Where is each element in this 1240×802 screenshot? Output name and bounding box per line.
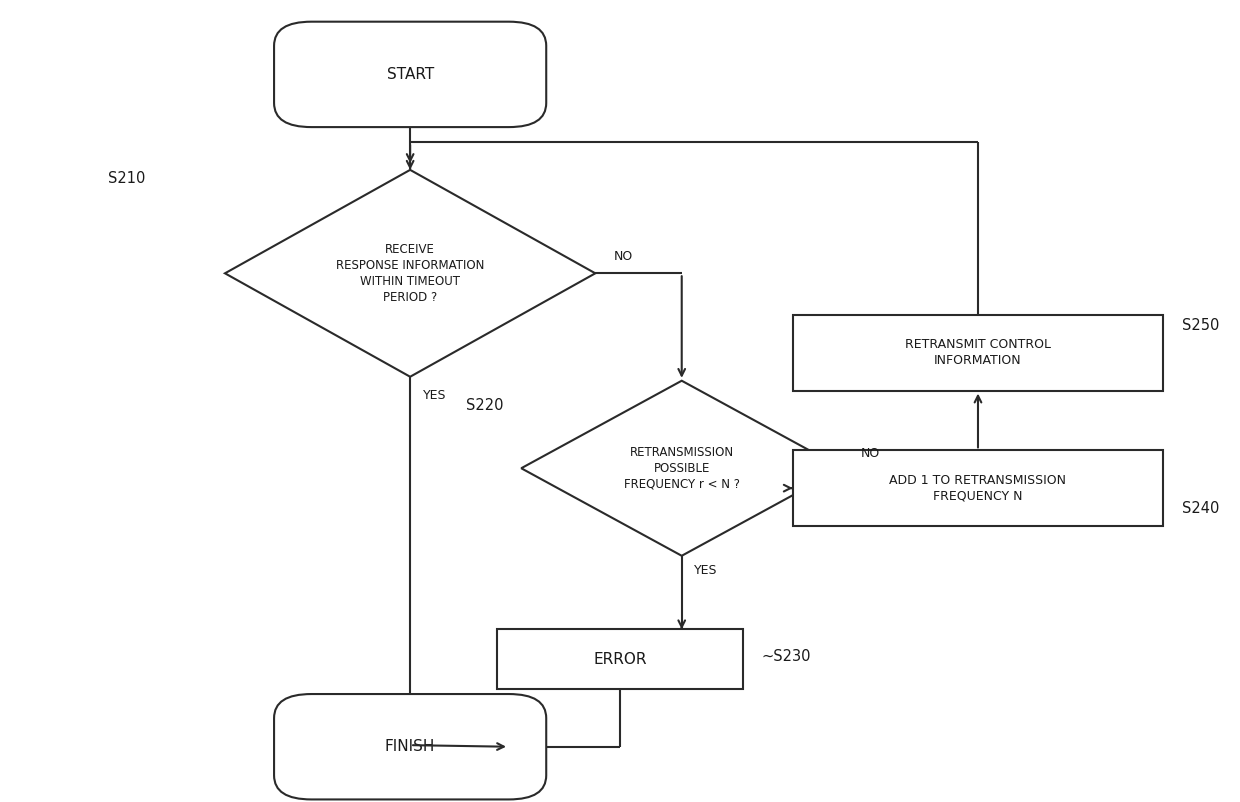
FancyBboxPatch shape [792, 451, 1163, 526]
Text: ADD 1 TO RETRANSMISSION
FREQUENCY N: ADD 1 TO RETRANSMISSION FREQUENCY N [889, 474, 1066, 503]
Text: NO: NO [861, 448, 880, 460]
FancyBboxPatch shape [792, 315, 1163, 391]
FancyBboxPatch shape [274, 694, 547, 800]
Text: RETRANSMIT CONTROL
INFORMATION: RETRANSMIT CONTROL INFORMATION [905, 338, 1052, 367]
Text: ERROR: ERROR [593, 652, 647, 666]
Text: NO: NO [614, 250, 634, 263]
Text: ~S230: ~S230 [761, 650, 811, 664]
Text: S220: S220 [466, 398, 503, 412]
Polygon shape [224, 170, 595, 377]
Text: S210: S210 [108, 171, 145, 186]
FancyBboxPatch shape [496, 630, 744, 689]
Polygon shape [521, 381, 842, 556]
Text: START: START [387, 67, 434, 82]
Text: YES: YES [423, 389, 446, 402]
Text: S240: S240 [1182, 500, 1219, 516]
Text: RECEIVE
RESPONSE INFORMATION
WITHIN TIMEOUT
PERIOD ?: RECEIVE RESPONSE INFORMATION WITHIN TIME… [336, 243, 485, 304]
Text: YES: YES [694, 564, 718, 577]
FancyBboxPatch shape [274, 22, 547, 127]
Text: FINISH: FINISH [384, 739, 435, 754]
Text: S250: S250 [1182, 318, 1219, 333]
Text: RETRANSMISSION
POSSIBLE
FREQUENCY r < N ?: RETRANSMISSION POSSIBLE FREQUENCY r < N … [624, 446, 740, 491]
